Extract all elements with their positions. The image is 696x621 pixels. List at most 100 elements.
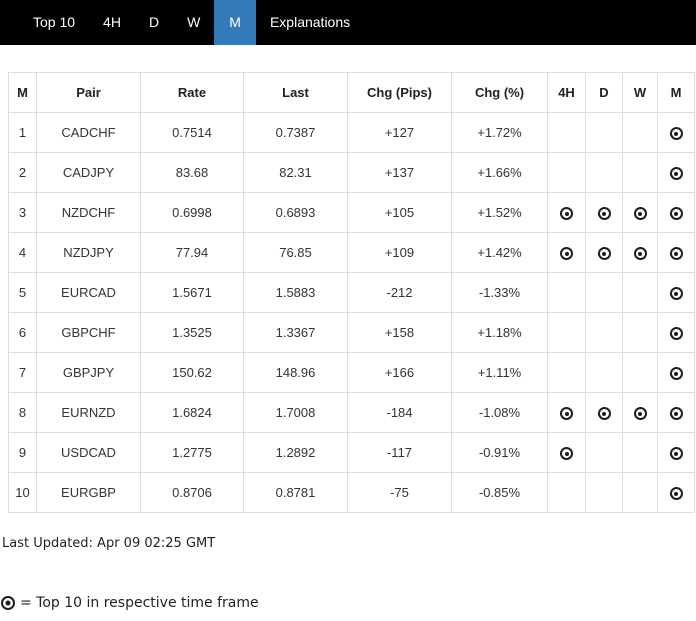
chg-pips-cell: -212 <box>347 272 452 313</box>
legend-text: = Top 10 in respective time frame <box>20 595 259 611</box>
tab-m-active[interactable]: M <box>214 0 256 45</box>
rank-cell: 4 <box>8 232 37 273</box>
tf-d-cell <box>585 232 623 273</box>
top10-indicator-icon <box>1 596 15 610</box>
table-header-row: M Pair Rate Last Chg (Pips) Chg (%) 4H D… <box>8 72 695 113</box>
chg-pct-cell: +1.52% <box>451 192 548 233</box>
chg-pips-cell: +158 <box>347 312 452 353</box>
chg-pct-cell: +1.18% <box>451 312 548 353</box>
table-row: 8 EURNZD 1.6824 1.7008 -184 -1.08% <box>8 392 695 433</box>
table-row: 10 EURGBP 0.8706 0.8781 -75 -0.85% <box>8 472 695 513</box>
tf-m-cell <box>657 432 695 473</box>
tf-w-cell <box>622 472 658 513</box>
top10-table: M Pair Rate Last Chg (Pips) Chg (%) 4H D… <box>8 72 695 513</box>
col-header-4h: 4H <box>547 72 586 113</box>
top10-indicator-icon <box>597 207 611 221</box>
tf-m-cell <box>657 192 695 233</box>
last-cell: 1.5883 <box>243 272 348 313</box>
tf-m-cell <box>657 352 695 393</box>
top10-indicator-icon <box>560 247 573 261</box>
pair-cell: USDCAD <box>36 432 141 473</box>
table-row: 5 EURCAD 1.5671 1.5883 -212 -1.33% <box>8 272 695 313</box>
tf-4h-cell <box>547 192 586 233</box>
tf-m-cell <box>657 232 695 273</box>
chg-pct-cell: -0.85% <box>451 472 548 513</box>
rate-cell: 1.3525 <box>140 312 244 353</box>
last-cell: 148.96 <box>243 352 348 393</box>
tab-4h[interactable]: 4H <box>103 14 121 30</box>
tab-w[interactable]: W <box>187 14 201 30</box>
tf-d-cell <box>585 352 623 393</box>
pair-cell: EURNZD <box>36 392 141 433</box>
rank-cell: 2 <box>8 152 37 193</box>
rank-cell: 6 <box>8 312 37 353</box>
chg-pips-cell: +166 <box>347 352 452 393</box>
chg-pips-cell: -117 <box>347 432 452 473</box>
pair-cell: NZDCHF <box>36 192 141 233</box>
tf-w-cell <box>622 352 658 393</box>
tf-w-cell <box>622 392 658 433</box>
top10-indicator-icon <box>669 167 683 181</box>
rank-cell: 10 <box>8 472 37 513</box>
tf-w-cell <box>622 192 658 233</box>
pair-cell: NZDJPY <box>36 232 141 273</box>
rate-cell: 1.6824 <box>140 392 244 433</box>
table-body: 1 CADCHF 0.7514 0.7387 +127 +1.72% 2 CADJPY 83.6… <box>8 112 695 513</box>
col-header-d: D <box>585 72 623 113</box>
top10-indicator-icon <box>597 407 611 421</box>
tf-w-cell <box>622 112 658 153</box>
rank-cell: 5 <box>8 272 37 313</box>
col-header-rate: Rate <box>140 72 244 113</box>
tf-d-cell <box>585 472 623 513</box>
tf-d-cell <box>585 272 623 313</box>
rate-cell: 77.94 <box>140 232 244 273</box>
rank-cell: 9 <box>8 432 37 473</box>
tf-d-cell <box>585 312 623 353</box>
table-row: 6 GBPCHF 1.3525 1.3367 +158 +1.18% <box>8 312 695 353</box>
last-cell: 0.6893 <box>243 192 348 233</box>
last-cell: 1.3367 <box>243 312 348 353</box>
pair-cell: EURCAD <box>36 272 141 313</box>
col-header-chg-pips: Chg (Pips) <box>347 72 452 113</box>
top10-indicator-icon <box>560 447 573 461</box>
tf-w-cell <box>622 432 658 473</box>
tab-explanations[interactable]: Explanations <box>269 14 351 30</box>
pair-cell: GBPJPY <box>36 352 141 393</box>
chg-pct-cell: +1.66% <box>451 152 548 193</box>
chg-pct-cell: -1.33% <box>451 272 548 313</box>
last-updated-text: Last Updated: Apr 09 02:25 GMT <box>2 536 216 551</box>
table-row: 4 NZDJPY 77.94 76.85 +109 +1.42% <box>8 232 695 273</box>
chg-pct-cell: -1.08% <box>451 392 548 433</box>
tf-m-cell <box>657 392 695 433</box>
rate-cell: 83.68 <box>140 152 244 193</box>
tf-4h-cell <box>547 152 586 193</box>
rank-cell: 8 <box>8 392 37 433</box>
chg-pct-cell: +1.42% <box>451 232 548 273</box>
tf-d-cell <box>585 152 623 193</box>
table-row: 3 NZDCHF 0.6998 0.6893 +105 +1.52% <box>8 192 695 233</box>
tf-d-cell <box>585 432 623 473</box>
col-header-m: M <box>657 72 695 113</box>
rank-cell: 7 <box>8 352 37 393</box>
tab-top10[interactable]: Top 10 <box>33 14 76 30</box>
tf-m-cell <box>657 472 695 513</box>
rank-cell: 3 <box>8 192 37 233</box>
top10-indicator-icon <box>669 407 683 421</box>
col-header-rank: M <box>8 72 37 113</box>
tf-4h-cell <box>547 352 586 393</box>
tf-w-cell <box>622 152 658 193</box>
top10-indicator-icon <box>560 407 573 421</box>
top10-indicator-icon <box>669 247 683 261</box>
top10-indicator-icon <box>633 407 647 421</box>
tf-4h-cell <box>547 232 586 273</box>
tf-d-cell <box>585 112 623 153</box>
table-row: 1 CADCHF 0.7514 0.7387 +127 +1.72% <box>8 112 695 153</box>
tf-4h-cell <box>547 112 586 153</box>
chg-pips-cell: +127 <box>347 112 452 153</box>
last-cell: 82.31 <box>243 152 348 193</box>
tf-4h-cell <box>547 472 586 513</box>
tab-d[interactable]: D <box>148 14 160 30</box>
table-row: 2 CADJPY 83.68 82.31 +137 +1.66% <box>8 152 695 193</box>
top-nav: Top 10 4H D W M Explanations <box>0 0 696 45</box>
top10-indicator-icon <box>633 247 647 261</box>
